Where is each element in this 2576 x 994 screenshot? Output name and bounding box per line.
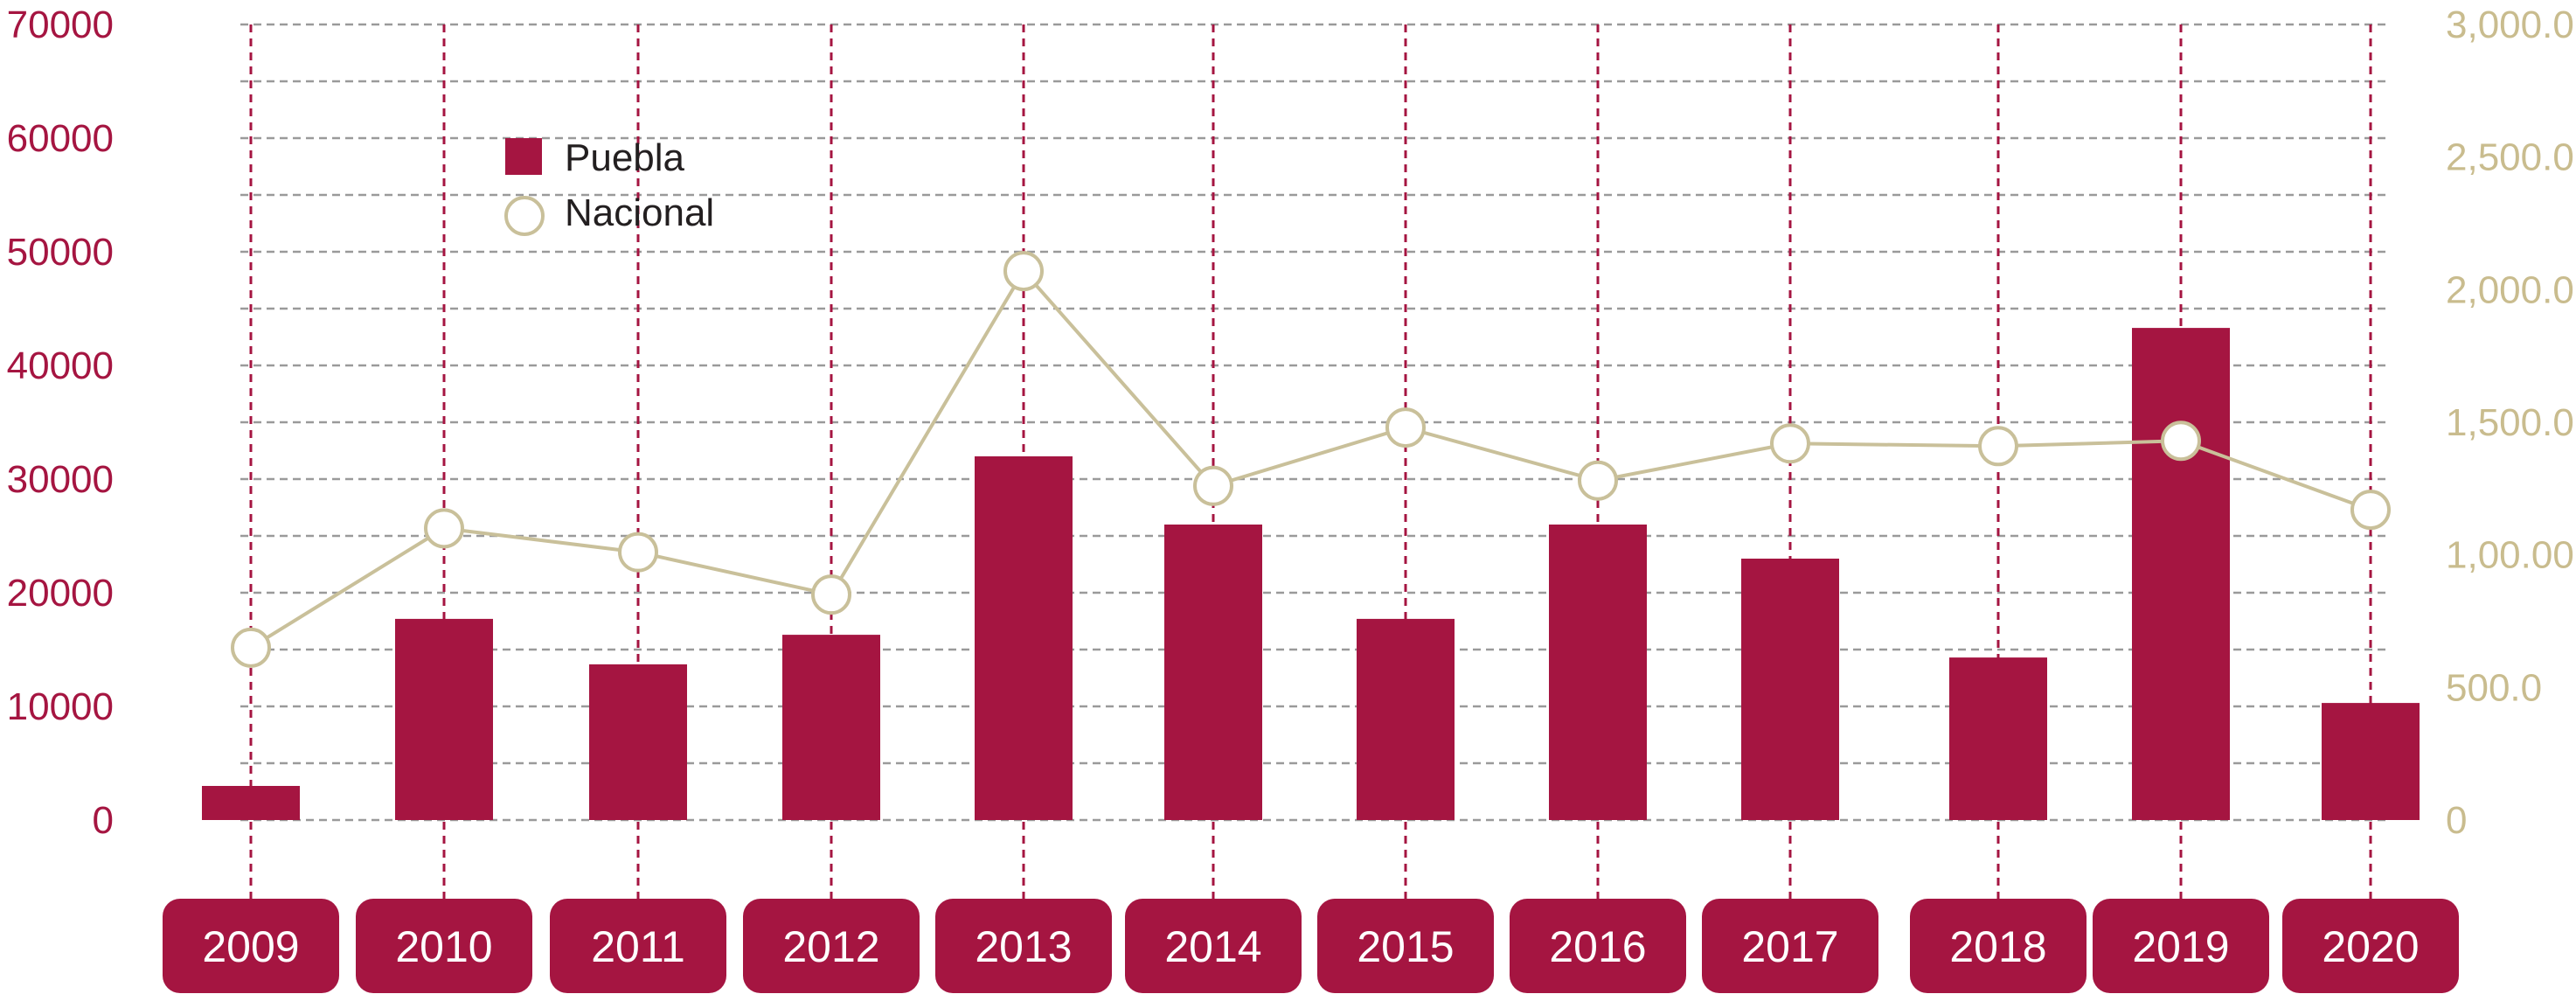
left-tick-label: 30000 xyxy=(7,458,114,501)
vertical-gridlines xyxy=(249,24,2372,909)
year-label: 2020 xyxy=(2322,922,2419,971)
right-tick-label: 3,000.0 xyxy=(2446,3,2574,46)
left-tick-label: 0 xyxy=(93,799,114,842)
year-pill-2010: 2010 xyxy=(356,899,532,993)
year-pill-background xyxy=(1910,899,2086,993)
point-nacional-2017 xyxy=(1770,423,1810,464)
year-label: 2012 xyxy=(782,922,879,971)
year-pill-2014: 2014 xyxy=(1125,899,1302,993)
year-pill-background xyxy=(550,899,726,993)
point-nacional-2015 xyxy=(1385,407,1426,448)
year-pill-background xyxy=(935,899,1112,993)
legend-swatch-puebla xyxy=(505,138,542,175)
year-label: 2011 xyxy=(591,922,685,971)
point-nacional-2018 xyxy=(1978,426,2018,467)
point-nacional-2020 xyxy=(2350,490,2391,531)
year-label: 2009 xyxy=(202,922,299,971)
year-pill-2009: 2009 xyxy=(163,899,339,993)
year-pill-2016: 2016 xyxy=(1510,899,1686,993)
legend: Puebla Nacional xyxy=(504,136,714,236)
bar-puebla-2019 xyxy=(2132,328,2230,821)
year-label: 2019 xyxy=(2132,922,2229,971)
legend-label-puebla: Puebla xyxy=(565,136,685,179)
bar-puebla-2014 xyxy=(1164,525,1262,820)
year-pill-background xyxy=(1510,899,1686,993)
bar-puebla-2016 xyxy=(1549,525,1647,820)
year-label: 2017 xyxy=(1741,922,1838,971)
year-label: 2018 xyxy=(1949,922,2046,971)
left-tick-label: 70000 xyxy=(7,3,114,46)
point-nacional-2010 xyxy=(424,508,464,549)
left-tick-label: 10000 xyxy=(7,685,114,728)
year-pill-background xyxy=(1125,899,1302,993)
bar-puebla-2015 xyxy=(1357,618,1455,820)
year-pill-background xyxy=(163,899,339,993)
year-pill-2017: 2017 xyxy=(1702,899,1878,993)
nacional-line xyxy=(231,251,2391,668)
year-pill-background xyxy=(1317,899,1494,993)
year-pill-background xyxy=(2282,899,2459,993)
year-pill-2013: 2013 xyxy=(935,899,1112,993)
right-tick-label: 500.0 xyxy=(2446,666,2542,709)
year-label: 2015 xyxy=(1357,922,1454,971)
year-label: 2013 xyxy=(975,922,1072,971)
bar-puebla-2018 xyxy=(1949,657,2047,820)
year-label: 2016 xyxy=(1549,922,1646,971)
year-pill-2019: 2019 xyxy=(2093,899,2269,993)
right-tick-label: 1,00.00 xyxy=(2446,534,2574,577)
point-nacional-2011 xyxy=(618,532,658,573)
year-pill-2020: 2020 xyxy=(2282,899,2459,993)
left-tick-label: 20000 xyxy=(7,572,114,615)
right-tick-label: 2,000.0 xyxy=(2446,268,2574,311)
bar-puebla-2009 xyxy=(202,786,300,820)
legend-label-nacional: Nacional xyxy=(565,191,714,234)
point-nacional-2014 xyxy=(1193,465,1233,506)
right-y-axis-ticks: 0 500.0 1,00.00 1,500.0 2,000.0 2,500.0 3,000.… xyxy=(2446,3,2574,842)
right-tick-label: 2,500.0 xyxy=(2446,136,2574,179)
left-tick-label: 60000 xyxy=(7,117,114,160)
point-nacional-2019 xyxy=(2161,421,2201,462)
bar-puebla-2017 xyxy=(1741,559,1839,820)
year-pill-2018: 2018 xyxy=(1910,899,2086,993)
bar-puebla-2020 xyxy=(2322,703,2420,820)
right-tick-label: 0 xyxy=(2446,799,2467,842)
point-nacional-2012 xyxy=(811,574,851,615)
point-nacional-2009 xyxy=(231,627,271,668)
year-pill-background xyxy=(1702,899,1878,993)
year-pill-2015: 2015 xyxy=(1317,899,1494,993)
year-pill-2012: 2012 xyxy=(743,899,920,993)
bar-puebla-2011 xyxy=(589,664,687,820)
puebla-bars xyxy=(202,328,2420,821)
bar-puebla-2013 xyxy=(975,456,1073,820)
year-pill-2011: 2011 xyxy=(550,899,726,993)
bar-puebla-2012 xyxy=(782,635,880,820)
legend-swatch-nacional xyxy=(504,196,545,236)
horizontal-gridlines xyxy=(240,23,2391,822)
bar-puebla-2010 xyxy=(395,618,493,820)
year-label: 2010 xyxy=(395,922,492,971)
year-pill-background xyxy=(743,899,920,993)
year-pill-background xyxy=(356,899,532,993)
left-y-axis-ticks: 0 10000 20000 30000 40000 50000 60000 70000 xyxy=(7,3,114,842)
right-tick-label: 1,500.0 xyxy=(2446,401,2574,444)
left-tick-label: 40000 xyxy=(7,344,114,387)
x-axis-year-labels: 2009 2010 2011 2012 2013 2014 2015 2016 2017 2018… xyxy=(163,899,2459,993)
left-tick-label: 50000 xyxy=(7,231,114,274)
year-label: 2014 xyxy=(1164,922,1261,971)
nacional-polyline xyxy=(249,268,2371,650)
point-nacional-2013 xyxy=(1003,251,1044,292)
year-pill-background xyxy=(2093,899,2269,993)
point-nacional-2016 xyxy=(1578,460,1618,501)
